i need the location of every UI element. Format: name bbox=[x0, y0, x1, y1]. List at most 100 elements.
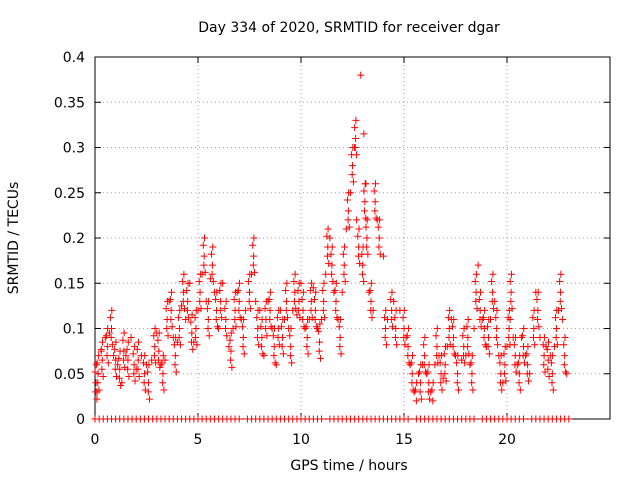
data-point bbox=[328, 243, 336, 251]
x-axis-label: GPS time / hours bbox=[290, 458, 407, 474]
data-point bbox=[112, 356, 120, 364]
data-point bbox=[389, 323, 397, 331]
data-point bbox=[112, 338, 120, 346]
data-point bbox=[175, 314, 183, 322]
data-point bbox=[348, 171, 356, 179]
data-point bbox=[201, 268, 209, 276]
data-point bbox=[411, 386, 419, 394]
data-point bbox=[194, 306, 202, 314]
data-point bbox=[489, 270, 497, 278]
data-point bbox=[223, 332, 231, 340]
data-point bbox=[470, 325, 478, 332]
data-point bbox=[328, 270, 336, 278]
data-point bbox=[539, 341, 547, 349]
data-point bbox=[325, 259, 333, 267]
data-point bbox=[449, 323, 457, 331]
data-point bbox=[312, 288, 320, 296]
data-point bbox=[261, 305, 269, 313]
data-point bbox=[535, 323, 543, 331]
data-point bbox=[556, 277, 564, 285]
data-point bbox=[540, 334, 548, 342]
data-point bbox=[145, 395, 153, 403]
data-point bbox=[98, 356, 106, 364]
data-point bbox=[253, 314, 261, 322]
data-point bbox=[417, 395, 425, 403]
data-point bbox=[218, 314, 226, 322]
data-point bbox=[299, 288, 307, 296]
data-point bbox=[506, 277, 514, 285]
x-tick-label: 10 bbox=[292, 432, 310, 448]
y-tick-label: 0 bbox=[76, 412, 85, 428]
data-point bbox=[246, 305, 254, 313]
data-point bbox=[284, 314, 292, 322]
data-point bbox=[93, 395, 101, 403]
data-point bbox=[307, 297, 315, 305]
data-point bbox=[433, 343, 441, 351]
y-tick-label: 0.4 bbox=[63, 50, 85, 66]
data-point bbox=[534, 306, 542, 314]
data-point bbox=[209, 277, 217, 285]
data-point bbox=[159, 379, 167, 387]
data-point bbox=[358, 270, 366, 278]
data-point bbox=[416, 388, 424, 396]
data-point bbox=[231, 315, 239, 323]
data-point bbox=[344, 216, 352, 224]
data-point bbox=[292, 305, 300, 313]
data-point bbox=[520, 325, 528, 332]
data-point bbox=[276, 306, 284, 314]
data-point bbox=[168, 323, 176, 331]
data-point bbox=[336, 343, 344, 351]
data-point bbox=[454, 386, 462, 394]
data-point bbox=[340, 261, 348, 269]
data-point bbox=[291, 270, 299, 278]
data-point bbox=[184, 297, 192, 305]
data-point bbox=[429, 379, 437, 387]
data-point bbox=[124, 365, 132, 373]
data-point bbox=[180, 288, 188, 296]
data-point bbox=[433, 325, 441, 332]
data-point bbox=[346, 189, 354, 197]
data-point bbox=[326, 234, 334, 242]
data-point bbox=[181, 305, 189, 313]
data-point bbox=[381, 314, 389, 322]
data-point bbox=[548, 370, 556, 378]
data-point bbox=[94, 379, 102, 387]
data-point bbox=[286, 352, 294, 360]
data-point bbox=[390, 297, 398, 305]
data-point bbox=[107, 325, 115, 332]
data-point bbox=[503, 343, 511, 351]
data-point bbox=[175, 325, 183, 332]
data-point bbox=[364, 250, 372, 258]
data-point bbox=[251, 268, 259, 276]
data-point bbox=[303, 334, 311, 342]
data-point bbox=[103, 343, 111, 351]
data-point bbox=[322, 270, 330, 278]
data-point bbox=[155, 329, 163, 337]
data-point bbox=[515, 379, 523, 387]
data-point bbox=[520, 359, 528, 367]
data-point bbox=[213, 288, 221, 296]
data-point bbox=[157, 361, 165, 369]
data-point bbox=[493, 325, 501, 332]
data-point bbox=[263, 332, 271, 340]
data-point bbox=[493, 306, 501, 314]
data-point bbox=[241, 306, 249, 314]
data-point bbox=[274, 325, 282, 332]
data-point bbox=[565, 415, 573, 423]
data-point bbox=[228, 363, 236, 371]
data-point bbox=[275, 341, 283, 349]
data-point bbox=[315, 327, 323, 335]
data-point bbox=[168, 288, 176, 296]
data-point bbox=[175, 334, 183, 342]
data-point bbox=[557, 305, 565, 313]
data-point bbox=[400, 306, 408, 314]
data-point bbox=[544, 365, 552, 373]
data-point bbox=[502, 377, 510, 385]
data-point bbox=[484, 343, 492, 351]
data-point bbox=[267, 323, 275, 331]
data-point bbox=[453, 359, 461, 367]
data-point bbox=[494, 341, 502, 349]
data-point bbox=[461, 359, 469, 367]
data-point bbox=[353, 151, 361, 159]
data-point bbox=[134, 356, 142, 364]
